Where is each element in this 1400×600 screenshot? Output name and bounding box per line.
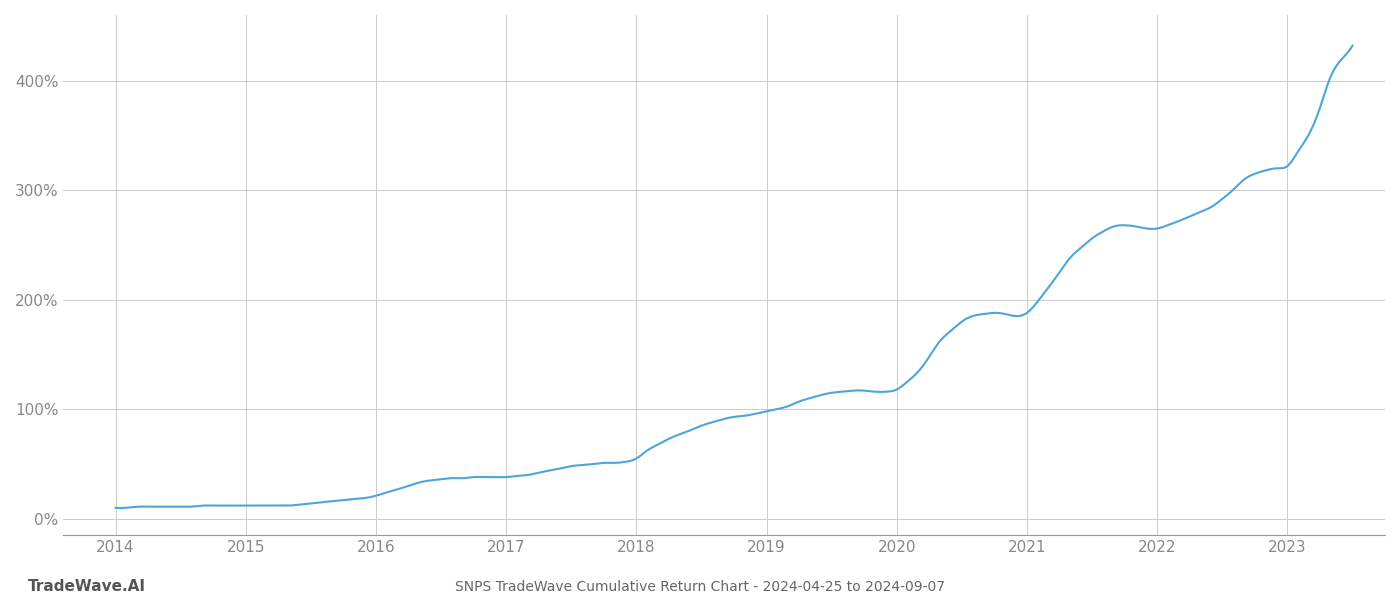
Text: TradeWave.AI: TradeWave.AI: [28, 579, 146, 594]
Text: SNPS TradeWave Cumulative Return Chart - 2024-04-25 to 2024-09-07: SNPS TradeWave Cumulative Return Chart -…: [455, 580, 945, 594]
